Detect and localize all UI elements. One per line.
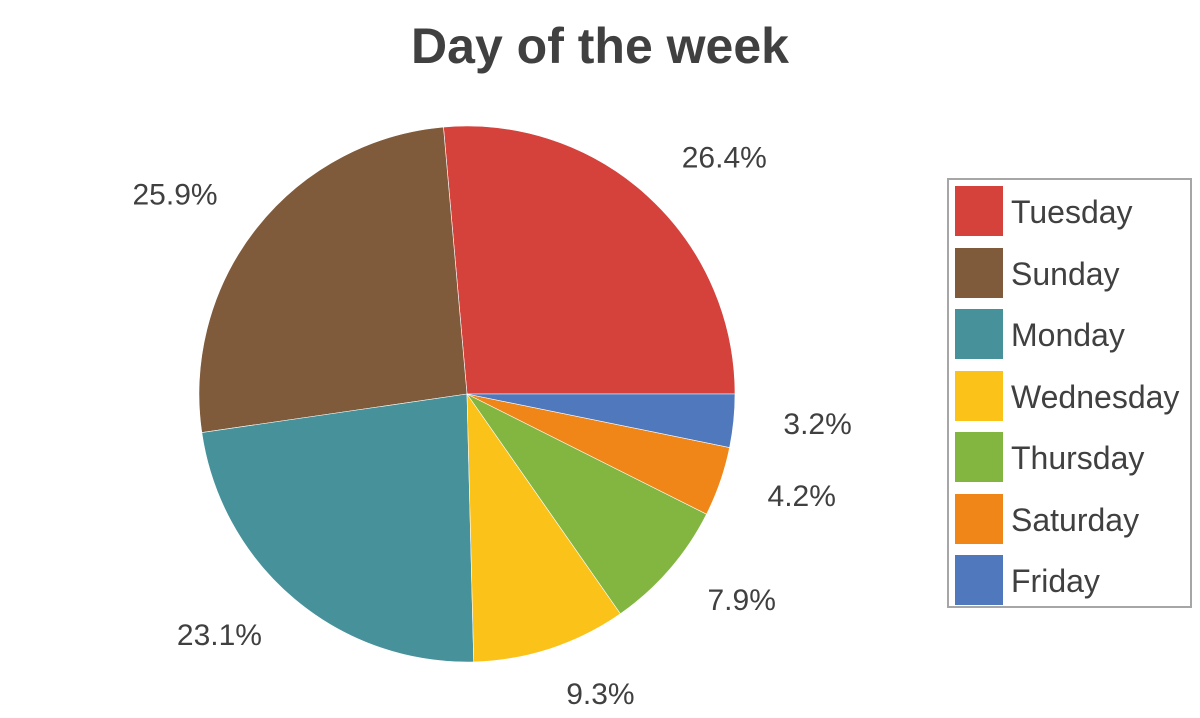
legend-label: Friday (1011, 563, 1100, 599)
data-label-monday: 23.1% (177, 619, 262, 652)
legend-swatch (955, 186, 1003, 236)
legend-item-tuesday: Tuesday (955, 186, 1191, 240)
legend-item-thursday: Thursday (955, 432, 1191, 486)
legend-label: Monday (1011, 317, 1125, 353)
pie-slice-friday (466, 393, 736, 448)
legend-item-saturday: Saturday (955, 493, 1191, 548)
legend-label: Sunday (1011, 255, 1120, 292)
legend-label: Saturday (1011, 501, 1140, 538)
pie-slice-thursday (466, 393, 707, 615)
legend-swatch (955, 247, 1003, 298)
legend-label: Thursday (1011, 440, 1145, 476)
legend-item-friday: Friday (955, 555, 1191, 609)
legend-swatch (955, 309, 1003, 359)
legend: Tuesday Sunday Monday Wednesday Thursday Satu… (947, 178, 1192, 608)
pie-slice-sunday (198, 126, 468, 433)
legend-label: Wednesday (1011, 378, 1180, 415)
legend-swatch (955, 370, 1003, 421)
data-label-tuesday: 26.4% (682, 141, 767, 174)
legend-swatch (955, 493, 1003, 544)
legend-item-wednesday: Wednesday (955, 370, 1191, 425)
data-label-saturday: 4.2% (768, 480, 836, 513)
data-label-friday: 3.2% (783, 408, 851, 441)
legend-item-monday: Monday (955, 309, 1191, 363)
pie-slice-monday (201, 393, 475, 663)
chart-title: Day of the week (411, 18, 789, 74)
legend-swatch (955, 432, 1003, 482)
legend-swatch (955, 555, 1003, 605)
legend-label: Tuesday (1011, 194, 1133, 230)
data-label-wednesday: 9.3% (566, 678, 634, 711)
legend-item-sunday: Sunday (955, 247, 1191, 302)
pie-slice-tuesday (443, 125, 736, 395)
data-label-thursday: 7.9% (708, 584, 776, 617)
pie-slice-wednesday (466, 393, 621, 663)
data-label-sunday: 25.9% (133, 179, 218, 212)
